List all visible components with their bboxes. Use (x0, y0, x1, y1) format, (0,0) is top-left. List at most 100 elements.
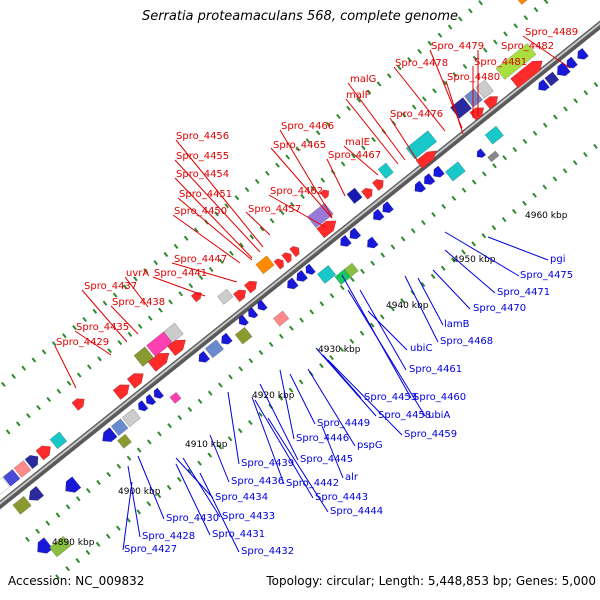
track-tick (248, 358, 254, 364)
reverse-gene-label-leader (251, 396, 285, 485)
scale-label: 4930 kbp (318, 345, 361, 355)
reverse-gene-label: Spro_4460 (413, 392, 466, 403)
reverse-gene (577, 47, 589, 60)
reverse-gene (476, 148, 487, 158)
track-tick (173, 243, 179, 249)
forward-gene-label: Spro_4441 (154, 268, 207, 279)
track-tick (275, 162, 280, 168)
forward-gene-label: Spro_4457 (248, 204, 301, 215)
forward-gene-shape (377, 162, 394, 180)
track-tick (522, 200, 527, 206)
track-tick (336, 113, 341, 120)
reverse-gene-label-leader (367, 310, 408, 351)
track-tick (26, 413, 31, 419)
reverse-gene-shape (102, 427, 118, 443)
track-tick (442, 80, 447, 86)
reverse-gene-label-leader (227, 391, 240, 465)
reverse-gene-label: Spro_4442 (286, 478, 339, 489)
reverse-gene (287, 277, 299, 290)
track-tick (82, 316, 87, 323)
reverse-gene-label-leader (175, 457, 214, 499)
track-tick (481, 233, 487, 239)
forward-gene-label: Spro_4456 (176, 131, 229, 142)
backbone-shadow (0, 20, 600, 510)
forward-gene (510, 60, 543, 89)
track-tick (105, 533, 111, 539)
reverse-gene-shape (121, 408, 141, 428)
forward-gene-label-leader (268, 194, 326, 228)
track-tick (166, 484, 172, 491)
track-tick (583, 90, 589, 96)
reverse-gene (343, 262, 359, 278)
forward-gene (255, 255, 275, 275)
forward-gene-label-leader (279, 129, 333, 218)
forward-gene-shape (405, 130, 438, 160)
forward-gene (216, 288, 234, 305)
track-tick (62, 333, 67, 339)
track-tick (513, 23, 519, 29)
track-tick (157, 431, 162, 437)
reverse-gene-shape (272, 310, 290, 327)
forward-gene-label-leader (177, 197, 253, 261)
track-tick (440, 265, 446, 271)
reverse-gene-shape (433, 165, 445, 178)
track-tick (427, 40, 433, 46)
track-tick (156, 493, 162, 499)
forward-gene (483, 96, 499, 110)
track-tick (339, 346, 345, 353)
track-tick (397, 65, 402, 71)
forward-gene-label: Spro_4447 (174, 254, 227, 265)
reverse-gene (248, 307, 259, 319)
track-tick (96, 479, 101, 486)
forward-gene-shape (243, 280, 258, 294)
forward-gene-label: Spro_4479 (431, 41, 484, 52)
track-tick (300, 193, 305, 199)
forward-gene (243, 280, 258, 294)
reverse-gene-label-leader (267, 417, 329, 513)
reverse-gene-label-leader (209, 434, 230, 483)
track-tick (478, 0, 483, 6)
track-tick (360, 268, 365, 274)
reverse-gene (372, 208, 385, 221)
forward-gene-shape (126, 373, 144, 389)
forward-gene-label: Spro_4476 (390, 109, 443, 120)
forward-gene (289, 245, 300, 258)
forward-gene-label-leader (393, 66, 446, 132)
forward-gene (13, 460, 32, 478)
reverse-gene-shape (221, 332, 233, 345)
reverse-gene-label: pgi (550, 254, 565, 265)
track-tick (553, 114, 558, 120)
reverse-gene (110, 418, 129, 437)
scale-label: 4950 kbp (453, 255, 496, 265)
reverse-gene-shape (257, 299, 268, 311)
track-tick (420, 281, 426, 288)
track-tick (471, 241, 477, 247)
reverse-gene-shape (544, 71, 560, 87)
reverse-gene-label-leader (347, 289, 426, 417)
track-tick (107, 348, 112, 354)
forward-gene-label: Spro_4489 (525, 27, 578, 38)
track-tick (532, 192, 537, 198)
track-tick (178, 291, 184, 297)
forward-gene-label-leader (522, 35, 571, 69)
reverse-gene-label: Spro_4470 (473, 303, 526, 314)
forward-gene (112, 384, 130, 401)
track-tick (371, 136, 376, 143)
reverse-gene (305, 263, 316, 275)
scale-label: 4940 kbp (386, 301, 429, 311)
forward-gene-label-leader (345, 98, 399, 165)
track-tick (472, 55, 478, 61)
track-tick (136, 509, 142, 515)
track-tick (238, 366, 244, 372)
reverse-gene (423, 173, 436, 186)
reverse-gene-shape (423, 173, 436, 186)
track-tick (329, 354, 334, 361)
reverse-gene-label: Spro_4428 (142, 531, 195, 542)
reverse-gene-label: lamB (444, 319, 470, 330)
reverse-gene-label: Spro_4439 (241, 458, 294, 469)
track-tick (481, 171, 487, 177)
forward-gene (346, 187, 363, 205)
reverse-gene-label-leader (259, 383, 299, 461)
track-tick (95, 541, 101, 547)
reverse-gene (367, 236, 379, 249)
